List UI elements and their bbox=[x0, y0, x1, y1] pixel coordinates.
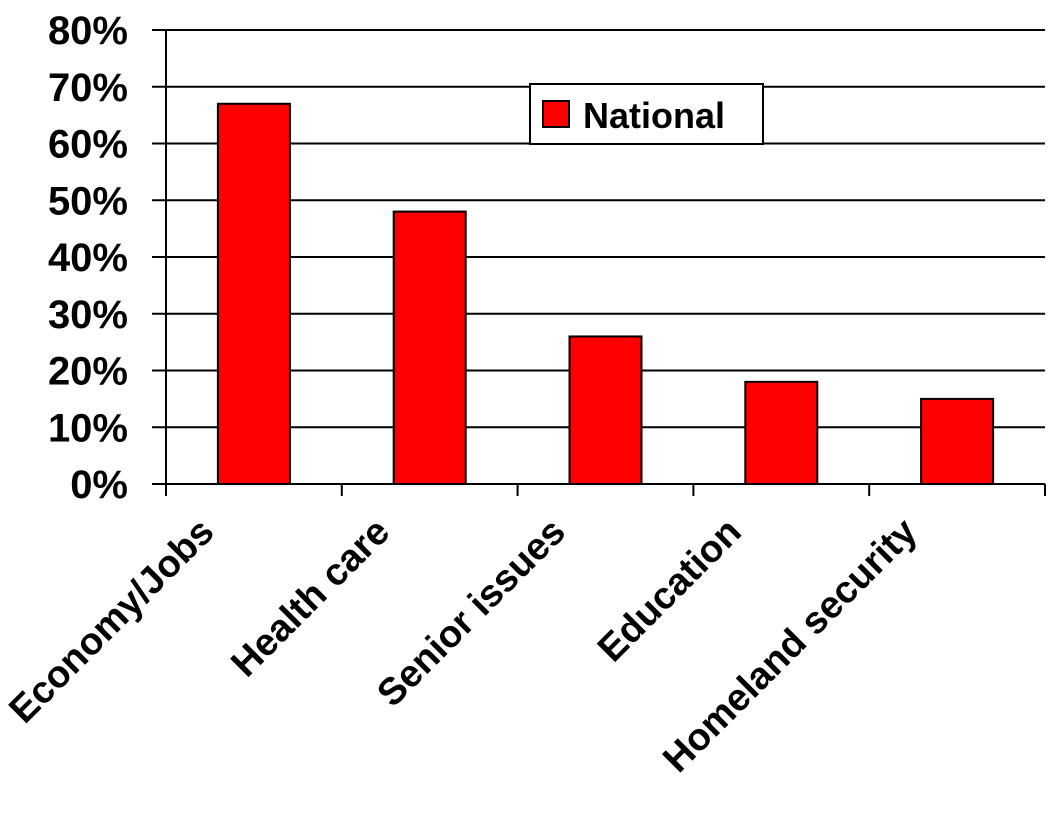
x-tick-label: Economy/Jobs bbox=[1, 511, 222, 732]
y-tick-label: 20% bbox=[48, 350, 128, 394]
axes bbox=[152, 29, 1046, 496]
bars bbox=[216, 102, 995, 486]
y-tick-label: 80% bbox=[48, 9, 128, 53]
legend-swatch bbox=[542, 100, 570, 128]
bar bbox=[216, 102, 291, 486]
bar bbox=[920, 397, 995, 485]
bar bbox=[392, 210, 467, 485]
y-tick-label: 60% bbox=[48, 123, 128, 167]
y-tick-label: 70% bbox=[48, 66, 128, 110]
bar bbox=[744, 380, 819, 486]
y-tick-labels: 0% 10% 20% 30% 40% 50% 60% 70% 80% bbox=[48, 9, 128, 507]
legend-label: National bbox=[583, 95, 725, 136]
x-tick-label: Health care bbox=[223, 511, 398, 686]
y-tick-label: 50% bbox=[48, 179, 128, 223]
y-tick-label: 0% bbox=[70, 463, 128, 507]
y-tick-label: 40% bbox=[48, 236, 128, 280]
legend: National bbox=[529, 83, 764, 145]
x-tick-label: Education bbox=[590, 511, 750, 671]
y-tick-label: 30% bbox=[48, 293, 128, 337]
x-tick-label: Senior issues bbox=[369, 511, 573, 715]
y-tick-label: 10% bbox=[48, 406, 128, 450]
bar bbox=[568, 335, 643, 486]
